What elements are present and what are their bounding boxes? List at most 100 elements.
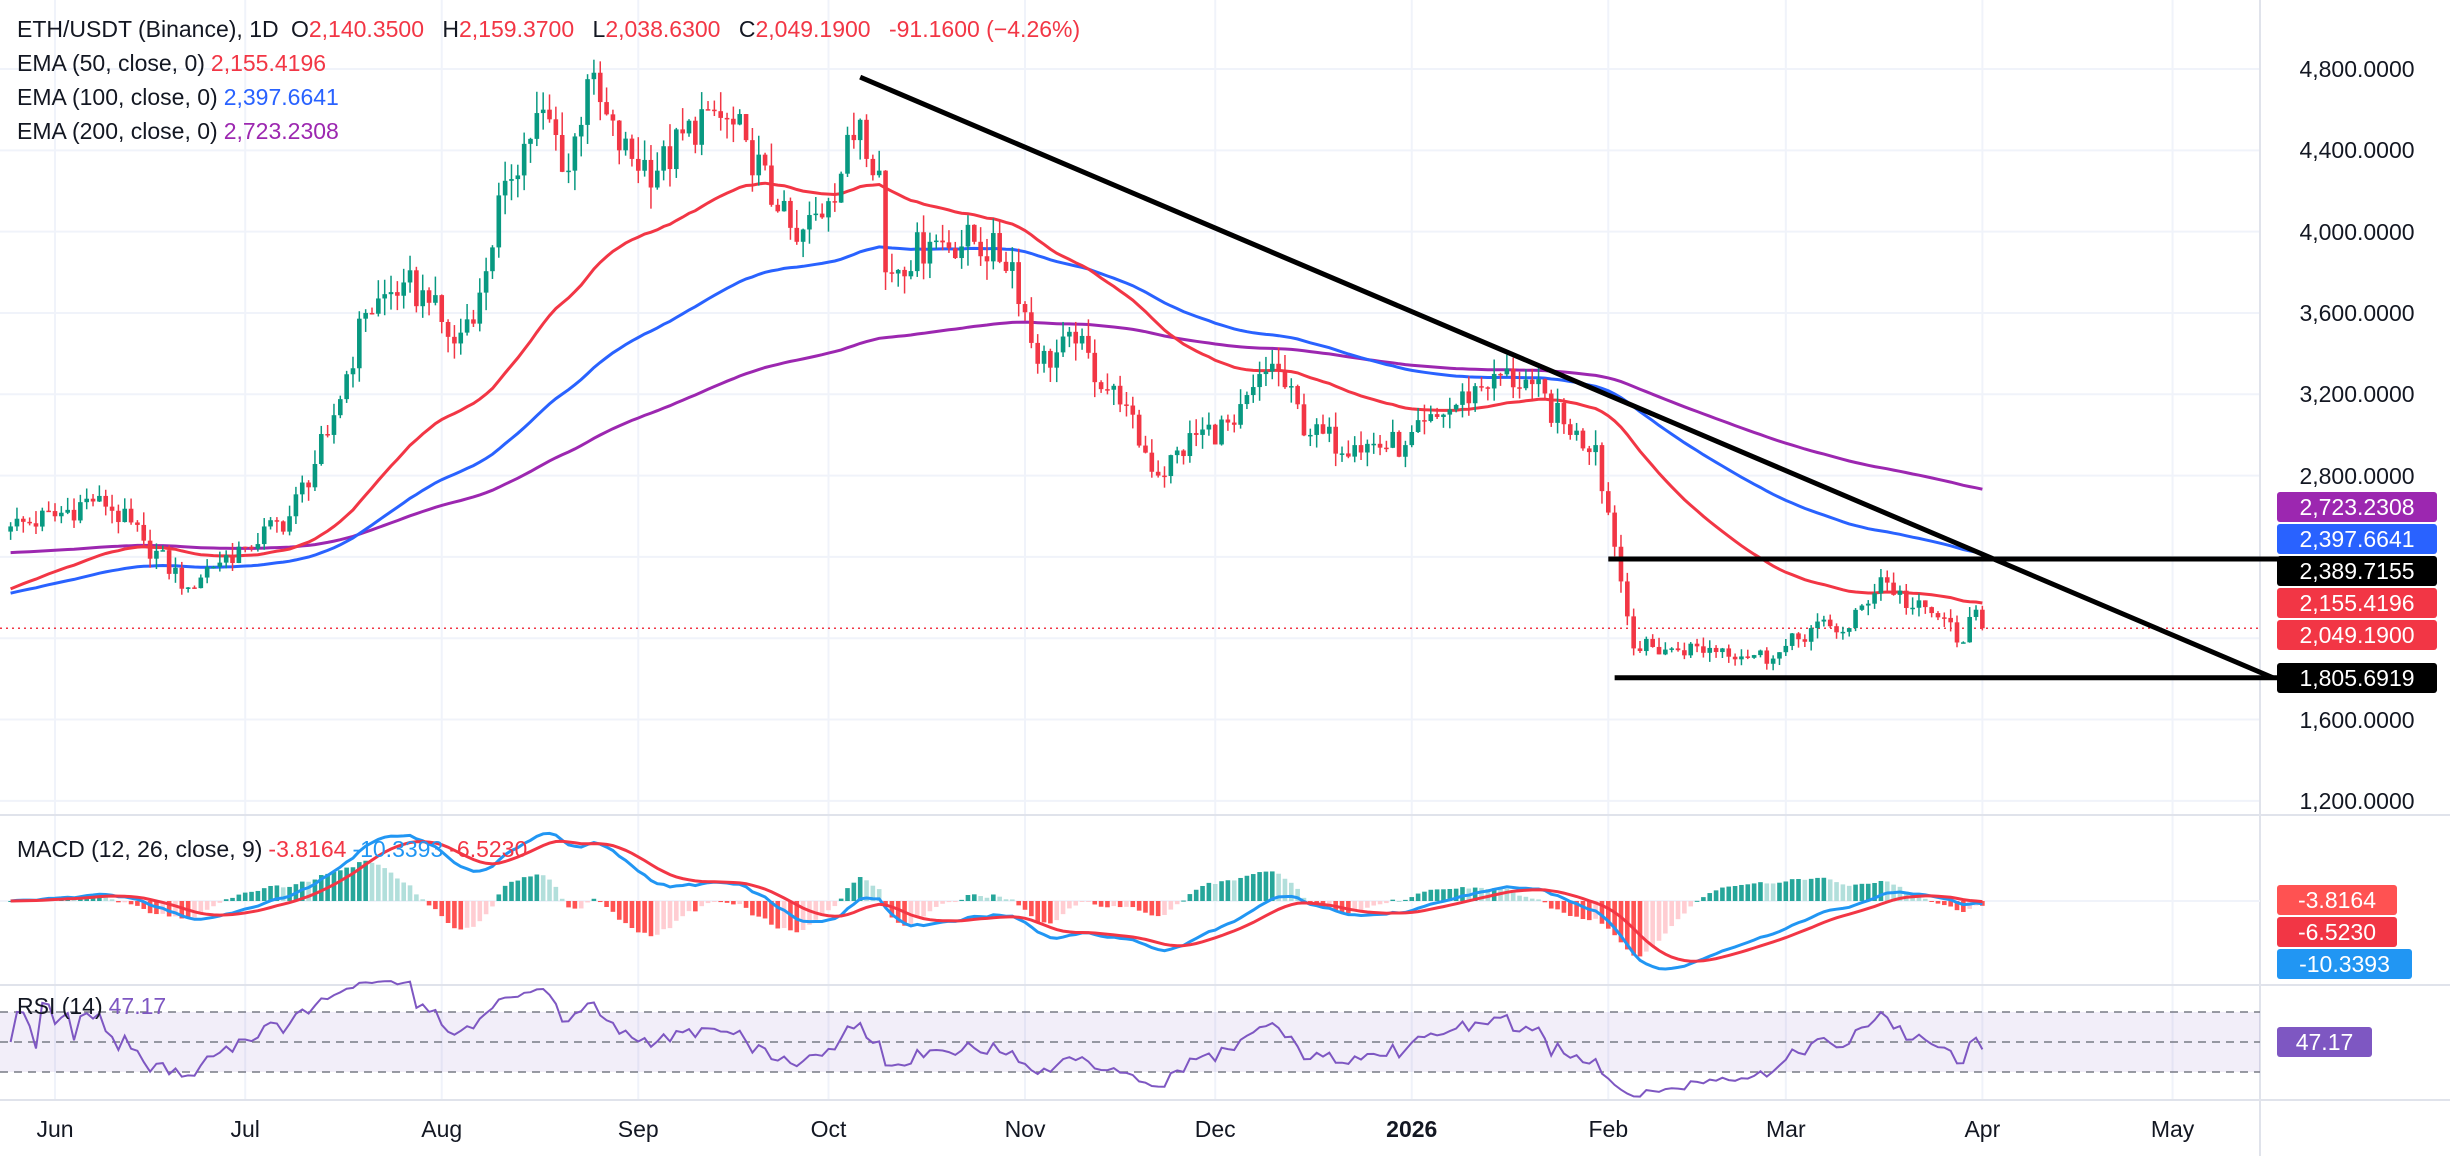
candle	[1485, 387, 1491, 389]
ema100-value: 2,397.6641	[223, 84, 339, 110]
macd-legend[interactable]: MACD (12, 26, close, 9) -3.8164 -10.3393 -6…	[17, 836, 533, 863]
macd-histogram-bar	[502, 885, 508, 901]
rsi-line	[9, 980, 1984, 1098]
macd-histogram-bar	[1751, 883, 1757, 901]
candle	[1295, 386, 1300, 405]
candle	[8, 526, 13, 532]
candle	[1739, 656, 1744, 660]
candle	[724, 117, 730, 120]
ema200-legend[interactable]: EMA (200, close, 0) 2,723.2308	[17, 118, 345, 145]
candle	[109, 506, 115, 511]
candle	[154, 550, 159, 559]
candle	[103, 495, 109, 507]
macd-histogram-bar	[1263, 871, 1269, 901]
candle	[1694, 643, 1700, 647]
macd-histogram-bar	[661, 901, 666, 930]
candle	[547, 109, 552, 120]
candle	[1948, 617, 1953, 623]
rsi-legend[interactable]: RSI (14) 47.17	[17, 993, 172, 1020]
candle	[464, 319, 470, 333]
candle	[71, 509, 77, 521]
macd-histogram-bar	[743, 901, 749, 908]
candle	[1840, 631, 1846, 634]
macd-histogram-bar	[1269, 871, 1275, 901]
macd-histogram-bar	[1548, 901, 1554, 909]
candle	[502, 180, 508, 196]
ema200-label: EMA (200, close, 0)	[17, 118, 218, 144]
macd-histogram-bar	[984, 897, 990, 901]
candle	[1555, 402, 1560, 423]
candle	[1732, 656, 1738, 660]
time-tick: Mar	[1766, 1116, 1806, 1142]
candle	[299, 482, 305, 495]
candle	[90, 498, 96, 502]
macd-histogram-bar	[1301, 897, 1307, 901]
candle	[1827, 619, 1833, 627]
candle	[1238, 404, 1243, 425]
candle	[1441, 414, 1446, 417]
macd-histogram-bar	[1212, 884, 1218, 901]
candle	[826, 201, 831, 218]
candle	[819, 213, 825, 218]
macd-histogram-bar	[395, 878, 400, 901]
macd-histogram-bar	[1396, 900, 1402, 902]
candle	[1308, 434, 1313, 437]
candle	[1688, 643, 1694, 656]
macd-histogram-bar	[318, 875, 324, 901]
candle	[1339, 453, 1345, 455]
candle	[1269, 363, 1275, 372]
candle	[1149, 452, 1155, 472]
macd-histogram-bar	[242, 892, 248, 901]
drawings[interactable]	[859, 74, 2280, 681]
candle	[420, 290, 426, 307]
macd-histogram-bar	[553, 886, 559, 901]
macd-histogram-bar	[1003, 899, 1009, 901]
candle	[1105, 389, 1110, 391]
macd-histogram-bar	[1200, 885, 1205, 901]
macd-histogram-bar	[908, 901, 914, 926]
macd-histogram-bar	[1935, 901, 1941, 904]
rsi-pane	[0, 980, 2260, 1098]
candle	[769, 165, 774, 205]
candle	[306, 482, 311, 488]
macd-histogram-bar	[1770, 883, 1776, 901]
candle	[1980, 609, 1985, 629]
macd-hist-value: -3.8164	[268, 836, 347, 862]
macd-signal-line	[10, 839, 1983, 963]
time-tick: Jul	[230, 1116, 260, 1142]
candle	[211, 566, 216, 569]
macd-histogram-bar	[312, 879, 318, 901]
ema100-legend[interactable]: EMA (100, close, 0) 2,397.6641	[17, 84, 345, 111]
candle	[1644, 638, 1649, 652]
macd-histogram-bar	[1079, 901, 1085, 902]
macd-histogram-bar	[376, 864, 381, 901]
open-label: O	[290, 16, 309, 42]
macd-histogram-bar	[718, 901, 723, 903]
candle	[705, 109, 711, 111]
macd-histogram-bar	[109, 899, 115, 901]
candle	[978, 241, 983, 257]
candle	[1923, 600, 1928, 608]
candle	[1428, 414, 1434, 422]
candle	[433, 295, 438, 303]
candle	[135, 522, 140, 525]
ema50-legend[interactable]: EMA (50, close, 0) 2,155.4196	[17, 50, 332, 77]
macd-histogram-bar	[192, 901, 197, 918]
candle	[534, 113, 540, 139]
macd-histogram-bar	[629, 901, 635, 929]
candle	[40, 510, 45, 527]
macd-histogram-bar	[1827, 879, 1833, 901]
macd-histogram-bar	[597, 901, 603, 903]
symbol-legend: ETH/USDT (Binance), 1D O2,140.3500 H2,15…	[17, 16, 1086, 43]
macd-histogram-bar	[1656, 901, 1662, 941]
candle	[1390, 431, 1396, 448]
time-tick: Aug	[421, 1116, 463, 1142]
candle	[1003, 261, 1009, 271]
macd-histogram-bar	[1561, 901, 1567, 913]
macd-histogram-bar	[889, 901, 895, 918]
macd-histogram-bar	[838, 898, 844, 901]
time-tick: Dec	[1194, 1116, 1236, 1142]
macd-histogram-bar	[1637, 901, 1643, 957]
macd-histogram-bar	[1694, 900, 1700, 902]
